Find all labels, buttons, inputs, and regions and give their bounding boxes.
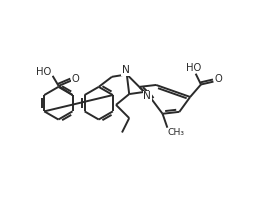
Text: HO: HO <box>186 63 201 73</box>
Text: O: O <box>214 74 222 84</box>
Text: N: N <box>122 65 130 75</box>
Text: CH₃: CH₃ <box>168 129 185 137</box>
Text: O: O <box>71 74 79 84</box>
Text: N: N <box>143 91 151 101</box>
Text: HO: HO <box>36 67 51 76</box>
